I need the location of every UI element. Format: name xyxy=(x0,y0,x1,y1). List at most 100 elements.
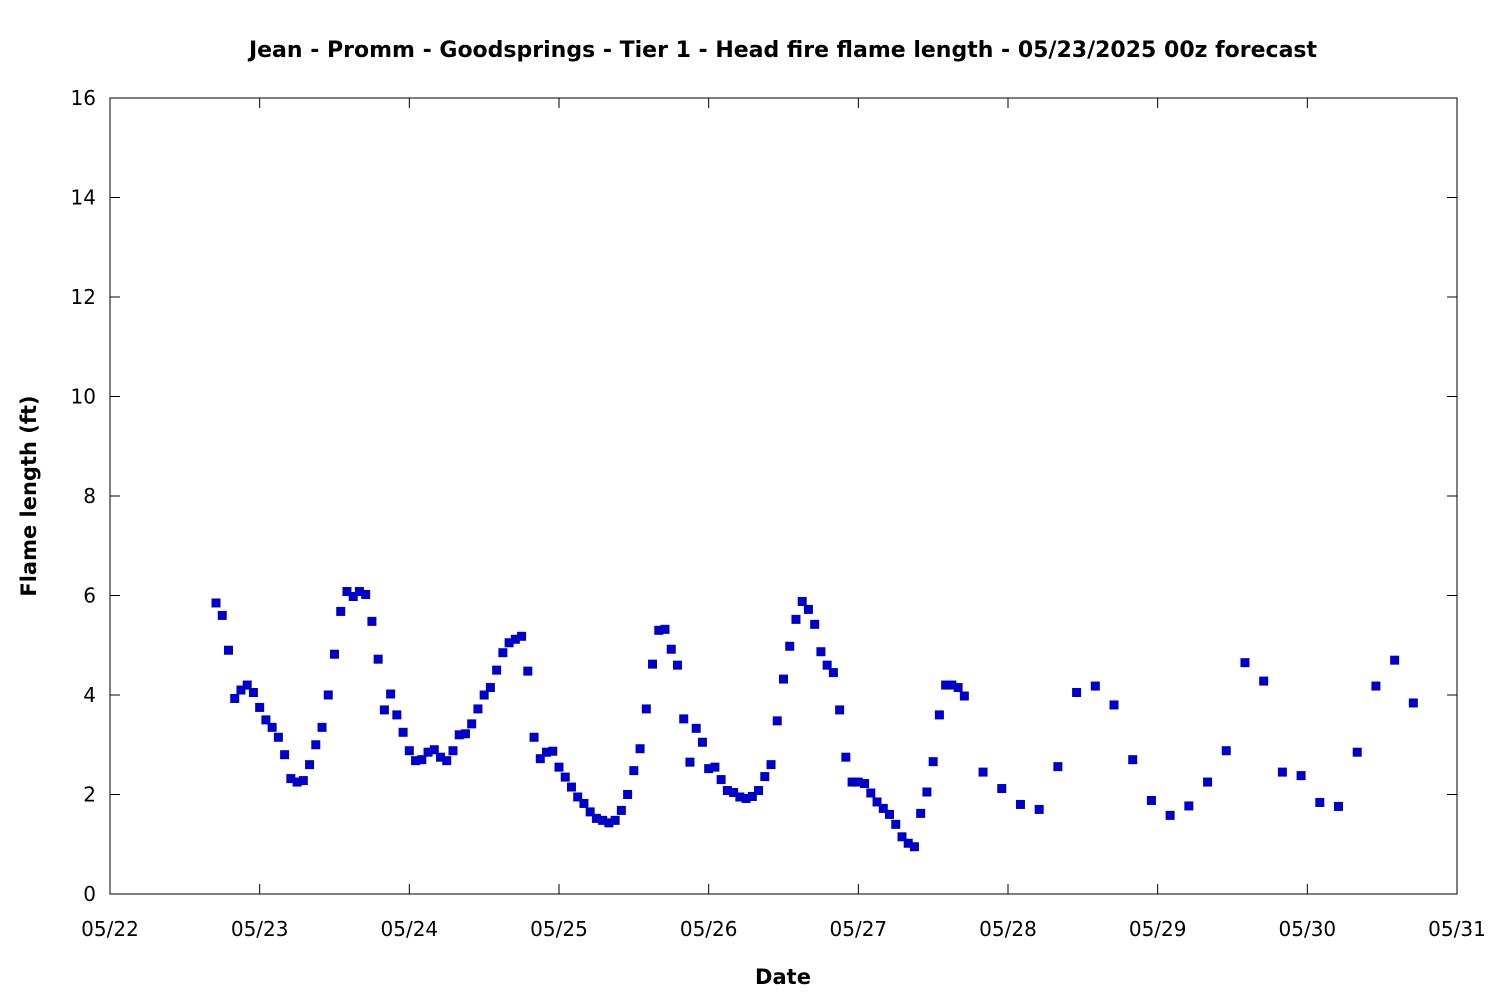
data-point xyxy=(885,809,895,819)
data-point xyxy=(267,722,277,732)
data-point xyxy=(835,705,845,715)
data-point xyxy=(629,766,639,776)
data-point xyxy=(436,752,446,762)
data-point xyxy=(1277,767,1287,777)
data-point xyxy=(841,752,851,762)
data-point xyxy=(772,716,782,726)
data-point xyxy=(847,777,857,787)
data-point xyxy=(791,614,801,624)
data-point xyxy=(660,624,670,634)
data-point xyxy=(1015,799,1025,809)
data-point xyxy=(928,757,938,767)
data-point xyxy=(1334,801,1344,811)
data-point xyxy=(860,779,870,789)
data-point xyxy=(616,805,626,815)
data-point xyxy=(298,776,308,786)
data-point xyxy=(573,792,583,802)
data-point xyxy=(473,704,483,714)
data-point xyxy=(367,616,377,626)
data-point xyxy=(872,797,882,807)
data-point xyxy=(292,777,302,787)
data-point xyxy=(598,815,608,825)
data-point xyxy=(379,705,389,715)
data-point xyxy=(305,760,315,770)
data-point xyxy=(280,750,290,760)
data-point xyxy=(635,744,645,754)
data-point xyxy=(672,660,682,670)
data-point xyxy=(685,757,695,767)
data-point xyxy=(897,832,907,842)
data-point xyxy=(510,634,520,644)
y-axis: 0 2 4 6 8 10 12 14 16 xyxy=(71,86,1457,906)
data-point xyxy=(1352,747,1362,757)
data-point xyxy=(591,813,601,823)
data-point xyxy=(1240,658,1250,668)
data-point xyxy=(223,645,233,655)
data-point xyxy=(1109,700,1119,710)
data-point xyxy=(423,747,433,757)
data-point xyxy=(230,693,240,703)
data-point xyxy=(535,754,545,764)
data-point xyxy=(323,690,333,700)
y-tick-label: 14 xyxy=(71,186,96,210)
x-tick-label: 05/30 xyxy=(1279,917,1337,941)
y-tick-label: 4 xyxy=(83,683,96,707)
y-tick-label: 12 xyxy=(71,285,96,309)
data-point xyxy=(554,762,564,772)
data-point xyxy=(417,755,427,765)
data-point xyxy=(1128,755,1138,765)
data-point xyxy=(934,710,944,720)
data-point xyxy=(217,610,227,620)
data-point xyxy=(785,641,795,651)
data-point xyxy=(311,740,321,750)
data-point xyxy=(610,815,620,825)
data-point xyxy=(828,668,838,678)
data-point xyxy=(542,747,552,757)
data-point xyxy=(342,587,352,597)
data-point xyxy=(448,746,458,756)
data-point xyxy=(679,714,689,724)
data-point xyxy=(997,784,1007,794)
data-point xyxy=(560,772,570,782)
data-point xyxy=(317,722,327,732)
data-point xyxy=(654,625,664,635)
data-point xyxy=(529,732,539,742)
data-point xyxy=(348,592,358,601)
data-point xyxy=(903,838,913,848)
x-tick-label: 05/29 xyxy=(1129,917,1187,941)
data-point xyxy=(261,715,271,725)
data-point xyxy=(697,737,707,747)
data-point xyxy=(248,688,258,698)
data-point xyxy=(411,756,421,766)
x-tick-label: 05/27 xyxy=(830,917,888,941)
data-point xyxy=(392,710,402,720)
data-point xyxy=(959,691,969,701)
data-point xyxy=(1259,676,1269,686)
data-point xyxy=(754,786,764,796)
data-point xyxy=(916,808,926,818)
y-axis-label: Flame length (ft) xyxy=(17,395,41,596)
data-point xyxy=(953,683,963,693)
data-point xyxy=(361,590,371,599)
data-point xyxy=(866,788,876,798)
data-point xyxy=(579,798,589,808)
x-tick-label: 05/26 xyxy=(680,917,738,941)
data-point xyxy=(947,680,957,690)
data-point xyxy=(604,818,614,828)
data-point xyxy=(922,787,932,797)
data-point xyxy=(273,732,283,742)
data-point xyxy=(1034,804,1044,814)
x-tick-label: 05/22 xyxy=(81,917,139,941)
x-tick-label: 05/24 xyxy=(381,917,439,941)
data-point xyxy=(810,619,820,629)
x-tick-label: 05/31 xyxy=(1428,917,1486,941)
data-point xyxy=(330,649,339,659)
x-axis: 05/22 05/23 05/24 05/25 05/26 05/27 05/28 05/29… xyxy=(81,98,1486,941)
data-point xyxy=(797,596,807,606)
data-point xyxy=(236,685,246,695)
data-point xyxy=(978,767,988,777)
data-point xyxy=(766,760,776,770)
data-point xyxy=(1296,771,1306,781)
